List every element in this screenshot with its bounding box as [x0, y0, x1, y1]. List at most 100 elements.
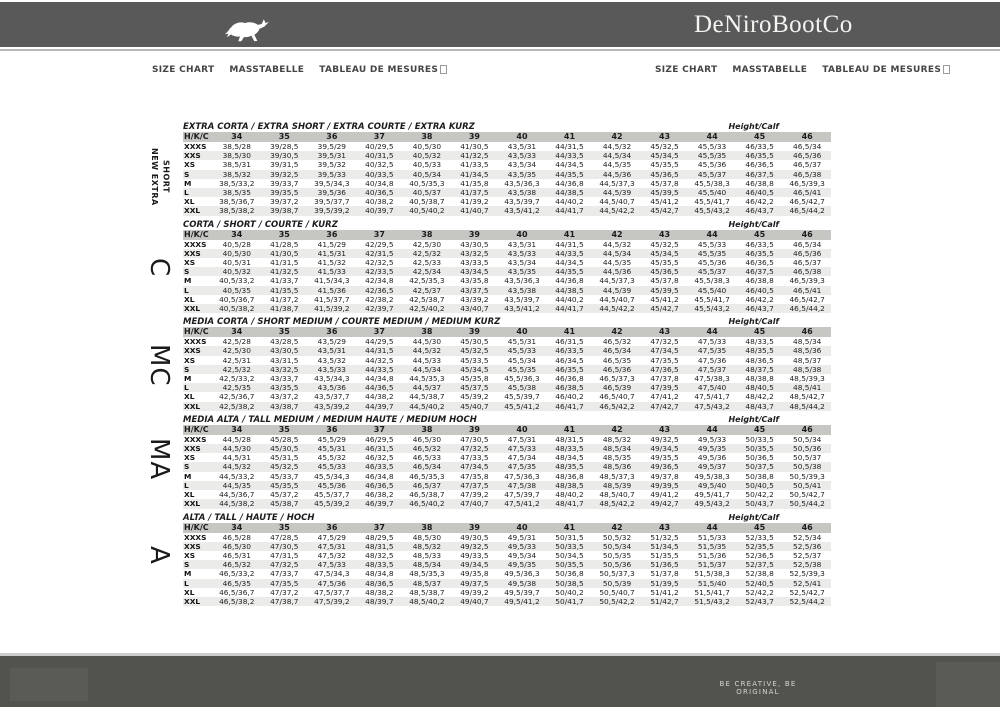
- nav-menu-left: SIZE CHART MASSTABELLE TABLEAU DE MESURES: [152, 57, 462, 75]
- size-cell: 48/29,5: [365, 532, 394, 542]
- size-cell: 49,5/40: [697, 480, 727, 490]
- size-col-header: 37: [355, 132, 404, 142]
- size-cell: 42,5/32: [412, 248, 442, 258]
- size-cell: 43,5/38: [507, 285, 537, 295]
- size-cell: 42/36,5: [365, 285, 394, 295]
- row-label: XXL: [184, 206, 201, 216]
- size-cell: 47/31,5: [270, 550, 299, 560]
- nav-item-tableau-de-mesures[interactable]: TABLEAU DE MESURES: [319, 65, 448, 75]
- table-row: L 42,5/35 43/35,5 43,5/36 44/36,5 44,5/37 45/3…: [183, 383, 831, 393]
- size-cell: 39/28,5: [270, 142, 299, 151]
- size-cell: 45,5/35: [507, 364, 537, 374]
- size-col-header: 40: [498, 229, 546, 240]
- size-header-row: H/K/C 34 35 36 37 38 39 40 41 42 43 44 45 46: [183, 327, 831, 338]
- size-cell: 48/33,5: [745, 337, 774, 347]
- size-cell: 46,5/34: [602, 346, 632, 356]
- size-cell: 44,5/36,7: [219, 490, 255, 500]
- nav-item-size-chart[interactable]: SIZE CHART: [655, 65, 718, 75]
- size-cell: 46,5/37: [793, 258, 822, 268]
- nav-item-masstabelle[interactable]: MASSTABELLE: [229, 65, 305, 75]
- size-cell: 47/37,2: [270, 587, 299, 597]
- size-col-header: 41: [545, 424, 594, 435]
- size-cell: 47/39,5: [650, 383, 679, 393]
- size-col-header: 42: [593, 424, 641, 435]
- size-cell: 46,5/33,2: [219, 569, 255, 579]
- size-cell: 46,5/42,7: [789, 197, 825, 207]
- size-cell: 51,5/36: [697, 550, 727, 560]
- size-cell: 39/30,5: [270, 151, 299, 161]
- size-cell: 52,5/38: [793, 560, 822, 570]
- size-cell: 44/36,5: [365, 383, 394, 393]
- size-cell: 43,5/31: [507, 239, 537, 249]
- size-cell: 49,5/39,7: [504, 587, 540, 597]
- size-cell: 39/33,7: [270, 178, 299, 188]
- nav-item-size-chart[interactable]: SIZE CHART: [152, 65, 215, 75]
- table-row: XXS 44,5/30 45/30,5 45,5/31 46/31,5 46,5/32 47…: [183, 444, 831, 454]
- size-cell: 52/43,7: [745, 596, 774, 606]
- size-cell: 50,5/34: [793, 434, 822, 444]
- brand-wordmark[interactable]: DeNiroBootCo: [694, 11, 853, 38]
- size-cell: 48,5/36: [793, 346, 822, 356]
- size-cell: 50/33,5: [555, 541, 584, 551]
- size-cell: 41/30,5: [270, 248, 299, 258]
- size-col-header: 41: [545, 522, 594, 533]
- size-cell: 42,5/33,2: [219, 374, 255, 384]
- size-header-row: H/K/C 34 35 36 37 38 39 40 41 42 43 44 45 46: [183, 229, 831, 240]
- size-cell: 38,5/35: [222, 188, 251, 198]
- table-row: S 46,5/32 47/32,5 47,5/33 48/33,5 48,5/34 49/3…: [183, 560, 831, 570]
- size-cell: 44/34,5: [555, 258, 584, 268]
- size-cell: 42,5/38,7: [409, 294, 445, 304]
- size-cell: 48/38,2: [365, 587, 394, 597]
- size-cell: 45,5/38,3: [694, 276, 730, 286]
- size-cell: 43/40,7: [460, 304, 489, 314]
- size-cell: 43,5/37,7: [314, 392, 350, 402]
- table-row: L 46,5/35 47/35,5 47,5/36 48/36,5 48,5/37 49/3…: [183, 578, 831, 588]
- size-cell: 52/42,2: [745, 587, 774, 597]
- size-cell: 45/42,7: [650, 304, 679, 314]
- size-cell: 43,5/36: [317, 383, 346, 393]
- row-label: XXXS: [184, 142, 207, 151]
- size-col-header: 43: [640, 229, 689, 240]
- size-cell: 46/40,5: [745, 285, 774, 295]
- nav-item-tableau-de-mesures[interactable]: TABLEAU DE MESURES: [822, 65, 951, 75]
- size-cell: 50,5/35: [602, 550, 632, 560]
- size-table-section-2: CORTA / SHORT / COURTE / KURZ Height/Calf…: [183, 219, 831, 314]
- size-cell: 45,5/43,2: [694, 206, 730, 216]
- nav-item-masstabelle[interactable]: MASSTABELLE: [732, 65, 808, 75]
- size-cell: 48,5/39: [602, 480, 632, 490]
- size-cell: 51/34,5: [650, 541, 679, 551]
- size-cell: 50/40,5: [745, 480, 774, 490]
- size-cell: 42/38,2: [365, 294, 394, 304]
- size-cell: 49,5/38,3: [694, 471, 730, 481]
- size-cell: 40,5/35,3: [409, 178, 445, 188]
- size-cell: 49/35,5: [650, 453, 679, 463]
- size-cell: 46/29,5: [365, 434, 394, 444]
- size-cell: 47,5/33: [697, 337, 727, 347]
- size-cell: 42/31,5: [365, 248, 394, 258]
- size-cell: 48/34,5: [555, 453, 584, 463]
- size-col-header: 45: [735, 327, 784, 338]
- size-cell: 46/38,5: [555, 383, 584, 393]
- size-cell: 44/40,2: [555, 294, 584, 304]
- size-cell: 43,5/41,2: [504, 304, 540, 314]
- size-cell: 45/35,5: [650, 160, 679, 170]
- size-cell: 39/35,5: [270, 188, 299, 198]
- row-label: S: [184, 364, 190, 374]
- size-cell: 49,5/38: [507, 578, 537, 588]
- size-cell: 47,5/31: [507, 434, 537, 444]
- size-cell: 49,5/36: [697, 453, 727, 463]
- size-cell: 48,5/34: [412, 560, 442, 570]
- size-cell: 44/39,7: [365, 401, 394, 411]
- size-cell: 41/34,5: [460, 169, 489, 179]
- size-cell: 47,5/41,7: [694, 392, 730, 402]
- horse-logo-icon[interactable]: [224, 8, 276, 46]
- size-cell: 45,5/38: [507, 383, 537, 393]
- size-col-header: 34: [213, 229, 261, 240]
- row-label: XXS: [184, 444, 201, 454]
- size-col-header: 46: [783, 229, 831, 240]
- size-cell: 41/39,2: [460, 197, 489, 207]
- size-cell: 42,5/35: [222, 383, 251, 393]
- row-label: XXXS: [184, 239, 207, 249]
- size-cell: 41/33,7: [270, 276, 299, 286]
- corner-header: H/K/C: [183, 229, 213, 240]
